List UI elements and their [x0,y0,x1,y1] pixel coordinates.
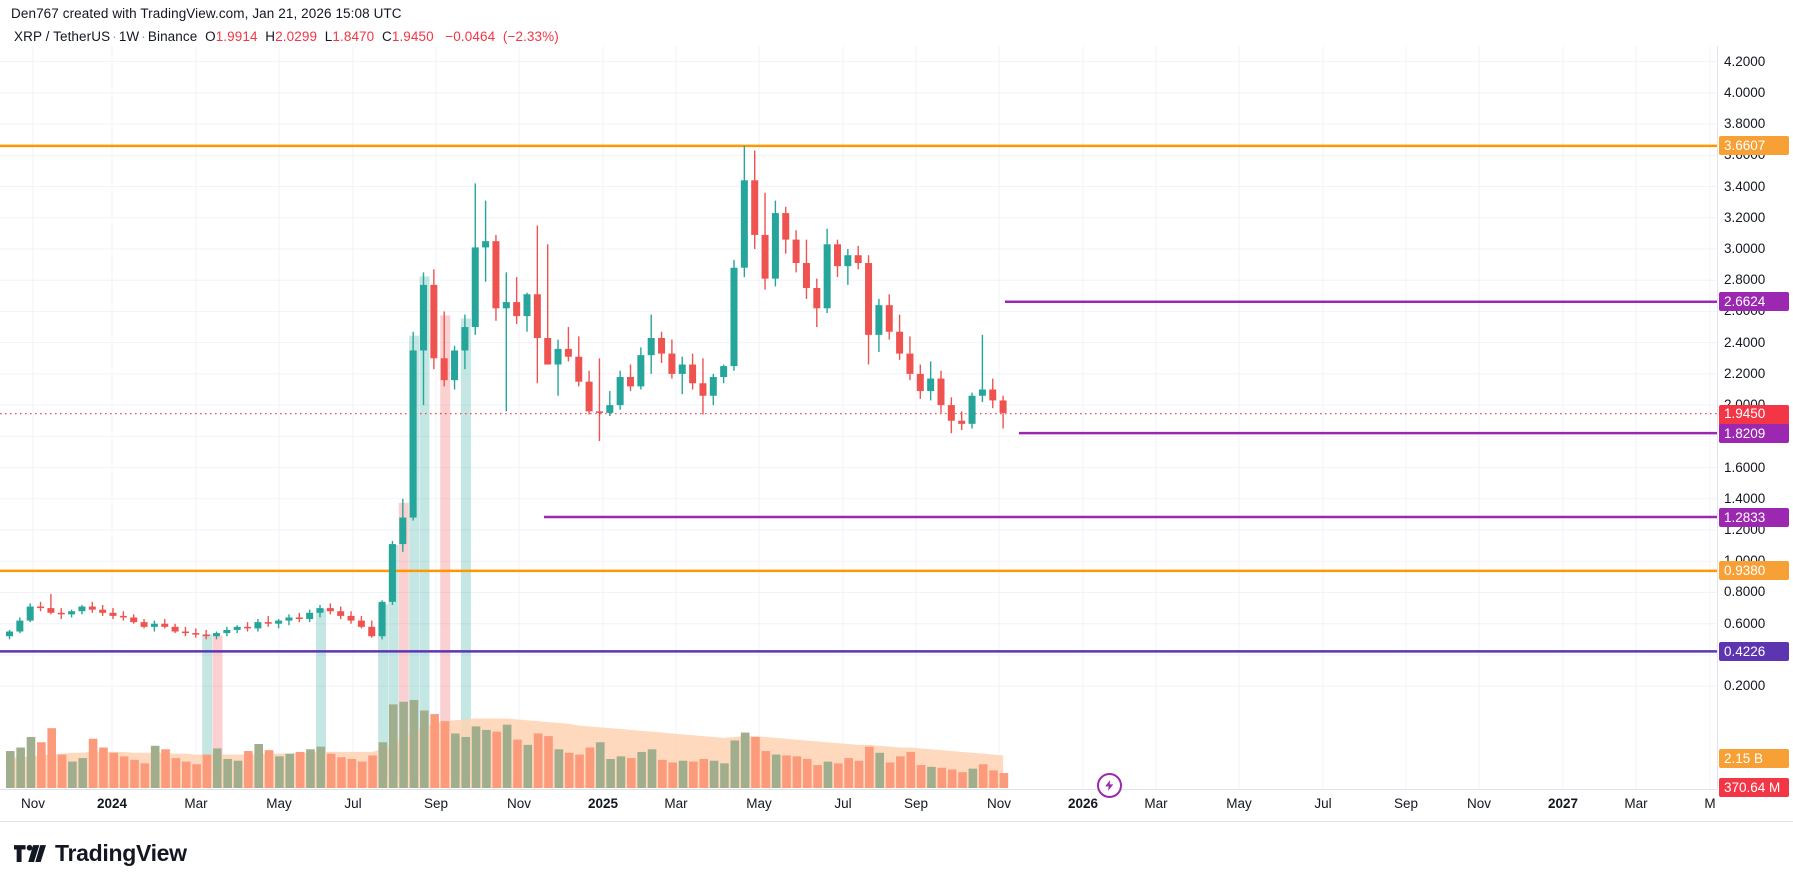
time-scale[interactable]: Nov 2024 Mar May Jul Sep Nov 2025 Mar May Jul Sep No… [0,789,1717,821]
price-badge-volume-ma-badge[interactable]: 2.15 B [1719,749,1789,768]
time-tick-may: May [1226,796,1252,811]
legend-high-value: 2.0299 [275,29,318,44]
price-scale[interactable]: 4.20004.00003.80003.60003.40003.20003.00… [1717,46,1793,797]
time-tick-2027: 2027 [1547,796,1579,811]
price-tick-4-2000: 4.2000 [1724,53,1766,69]
time-tick-nov: Nov [986,796,1012,811]
time-tick-mar: Mar [664,796,688,811]
legend-close-key: C [381,29,392,44]
legend-low-value: 1.8470 [332,29,375,44]
price-tick-3-2000: 3.2000 [1724,209,1766,225]
price-badge-resistance-2-6624[interactable]: 2.6624 [1719,292,1789,312]
price-badge-support-1-2833[interactable]: 1.2833 [1719,507,1789,527]
chart-plot-area[interactable] [0,46,1717,789]
legend-exchange[interactable]: Binance [147,29,198,44]
legend-low-key: L [324,29,333,44]
price-tick-3-4000: 3.4000 [1724,178,1766,194]
time-tick-mar: Mar [1624,796,1648,811]
time-tick-jul: Jul [834,796,852,811]
price-tick-4-0000: 4.0000 [1724,84,1766,100]
legend-change: −0.0464 [445,29,496,44]
time-tick-may: May [266,796,292,811]
price-badge-support-0-9380[interactable]: 0.9380 [1719,561,1789,581]
lightning-bolt-icon[interactable] [1097,773,1122,798]
time-tick-may: May [746,796,772,811]
time-tick-nov: Nov [1466,796,1492,811]
price-badge-value: 1.9450 [1724,405,1766,421]
time-tick-sep: Sep [1393,796,1419,811]
time-tick-nov: Nov [20,796,46,811]
attribution-text: Den767 created with TradingView.com, Jan… [11,6,402,21]
time-tick-nov: Nov [506,796,532,811]
chart-legend: XRP / TetherUS · 1W · Binance O1.9914 H2.029… [14,29,559,44]
price-badge-resistance-3-6607[interactable]: 3.6607 [1719,136,1789,156]
legend-open-value: 1.9914 [215,29,258,44]
price-badge-volume-badge[interactable]: 370.64 M [1719,778,1789,797]
tradingview-wordmark: TradingView [55,840,187,866]
time-tick-sep: Sep [423,796,449,811]
legend-interval[interactable]: 1W [118,29,140,44]
legend-close-value: 1.9450 [391,29,434,44]
time-tick-jul: Jul [1314,796,1332,811]
price-tick-1-4000: 1.4000 [1724,490,1766,506]
price-tick-1-6000: 1.6000 [1724,459,1766,475]
tradingview-logo[interactable]: TradingView [14,840,187,867]
price-tick-0-6000: 0.6000 [1724,615,1766,631]
tradingview-mark-icon [14,844,46,862]
time-tick-jul: Jul [344,796,362,811]
price-badge-support-1-8209[interactable]: 1.8209 [1719,423,1789,443]
price-tick-2-4000: 2.4000 [1724,334,1766,350]
time-tick-sep: Sep [903,796,929,811]
time-tick-mar: Mar [1144,796,1168,811]
legend-change-percent: (−2.33%) [502,29,559,44]
price-tick-3-0000: 3.0000 [1724,240,1766,256]
time-tick-2025: 2025 [587,796,619,811]
time-tick-2026: 2026 [1067,796,1099,811]
legend-high-key: H [265,29,276,44]
price-badge-support-0-4226[interactable]: 0.4226 [1719,641,1789,661]
legend-symbol[interactable]: XRP / TetherUS [14,29,111,44]
bottom-bar: TradingView [0,821,1793,887]
time-tick-2024: 2024 [96,796,128,811]
price-tick-0-2000: 0.2000 [1724,678,1766,694]
time-tick-m: M [1704,796,1716,811]
price-tick-2-2000: 2.2000 [1724,365,1766,381]
time-tick-mar: Mar [184,796,208,811]
price-tick-2-8000: 2.8000 [1724,272,1766,288]
price-tick-3-8000: 3.8000 [1724,116,1766,132]
price-tick-0-8000: 0.8000 [1724,584,1766,600]
legend-open-key: O [205,29,216,44]
